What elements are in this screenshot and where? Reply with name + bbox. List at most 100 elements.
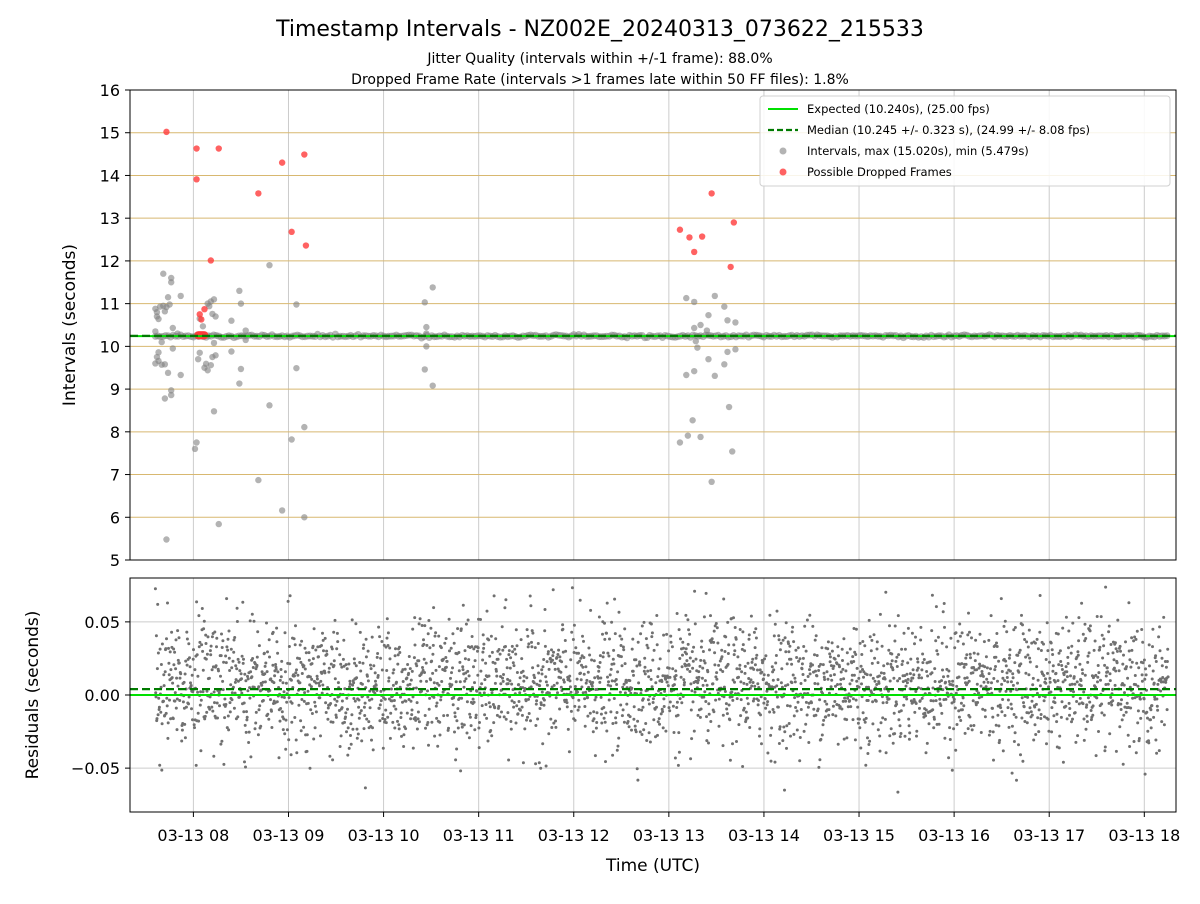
residual-point xyxy=(702,615,706,619)
residual-point xyxy=(602,651,605,655)
residual-point xyxy=(380,640,384,643)
residual-point xyxy=(715,677,719,681)
residual-point xyxy=(691,666,695,670)
residual-point xyxy=(751,681,755,684)
residual-point xyxy=(711,682,715,686)
residual-point xyxy=(476,646,480,650)
residual-point xyxy=(944,697,948,701)
residual-point xyxy=(1029,710,1033,714)
residual-point xyxy=(774,661,778,665)
residual-point xyxy=(481,633,485,637)
interval-outlier-point xyxy=(689,417,696,424)
interval-outlier-point xyxy=(163,536,170,543)
residual-point xyxy=(215,701,219,705)
residual-point xyxy=(943,625,946,629)
residual-point xyxy=(811,663,814,667)
residual-point xyxy=(433,734,437,738)
residual-point xyxy=(456,707,460,711)
residual-point xyxy=(1083,622,1087,626)
residual-point xyxy=(461,668,465,672)
residual-point xyxy=(1024,671,1028,675)
residual-point xyxy=(995,645,999,648)
residual-point xyxy=(1109,643,1113,646)
residual-point xyxy=(692,645,696,649)
residual-point xyxy=(345,730,348,734)
residual-point xyxy=(302,699,306,703)
bottom-y-axis-label: Residuals (seconds) xyxy=(23,611,43,780)
interval-outlier-point xyxy=(168,387,175,394)
interval-outlier-point xyxy=(215,520,222,528)
residual-point xyxy=(263,680,267,684)
residual-point xyxy=(756,682,760,686)
residual-point xyxy=(1006,698,1010,702)
residual-point xyxy=(1096,680,1099,684)
residual-point xyxy=(857,685,861,689)
residual-point xyxy=(604,711,608,715)
residual-point xyxy=(1067,701,1071,705)
residual-point xyxy=(952,727,956,731)
residual-point xyxy=(1093,639,1097,643)
residual-point xyxy=(366,695,370,699)
residual-point xyxy=(702,659,706,663)
residual-point xyxy=(885,695,889,699)
residual-point xyxy=(940,641,944,645)
residual-point xyxy=(675,612,679,615)
residual-point xyxy=(888,734,892,738)
residual-point xyxy=(197,719,201,723)
interval-outlier-point xyxy=(684,432,692,439)
residual-point xyxy=(840,707,844,711)
residual-point xyxy=(515,704,519,708)
residual-point xyxy=(796,646,800,650)
residual-point xyxy=(998,738,1002,742)
residual-point xyxy=(1026,695,1030,699)
residual-point xyxy=(564,698,568,702)
residual-point xyxy=(630,686,634,690)
residual-point xyxy=(471,697,475,701)
residual-point xyxy=(918,706,921,710)
residual-point xyxy=(952,697,956,701)
residual-point xyxy=(713,663,717,667)
residual-point xyxy=(1074,740,1078,744)
residual-point xyxy=(613,597,617,601)
residual-point xyxy=(900,647,904,651)
residual-point xyxy=(313,704,317,708)
residual-point xyxy=(328,754,332,758)
residual-point xyxy=(482,691,486,695)
residual-point xyxy=(252,685,256,689)
residual-point xyxy=(451,632,455,636)
residual-point xyxy=(1007,725,1011,729)
residual-point xyxy=(266,712,270,716)
residual-point xyxy=(246,689,250,693)
residual-point xyxy=(1082,690,1086,694)
residual-point xyxy=(961,696,965,700)
residual-point xyxy=(243,672,247,676)
residual-point xyxy=(306,689,310,693)
residual-point xyxy=(701,666,705,670)
residual-point xyxy=(845,718,849,722)
residual-point xyxy=(661,726,665,730)
residual-point xyxy=(783,730,787,734)
residual-point xyxy=(1126,733,1130,737)
residual-point xyxy=(1155,697,1159,701)
residual-point xyxy=(930,671,934,675)
residual-point xyxy=(1009,702,1013,706)
residual-point xyxy=(1084,637,1088,640)
residual-point xyxy=(1162,723,1166,727)
residual-point xyxy=(798,736,802,739)
residual-point xyxy=(1107,624,1111,628)
residual-point xyxy=(293,674,296,678)
residual-point xyxy=(167,646,170,650)
residual-point xyxy=(199,749,203,753)
residual-point xyxy=(191,657,195,661)
interval-outlier-point xyxy=(155,349,162,356)
residual-point xyxy=(899,709,903,713)
legend-dropped-swatch xyxy=(779,168,787,176)
residual-point xyxy=(284,681,288,685)
interval-outlier-point xyxy=(676,439,684,446)
residual-point xyxy=(226,648,230,652)
residual-point xyxy=(202,619,206,623)
residual-point xyxy=(972,651,976,655)
residual-point xyxy=(1156,682,1160,686)
residual-point xyxy=(972,724,976,727)
residual-point xyxy=(499,682,503,686)
